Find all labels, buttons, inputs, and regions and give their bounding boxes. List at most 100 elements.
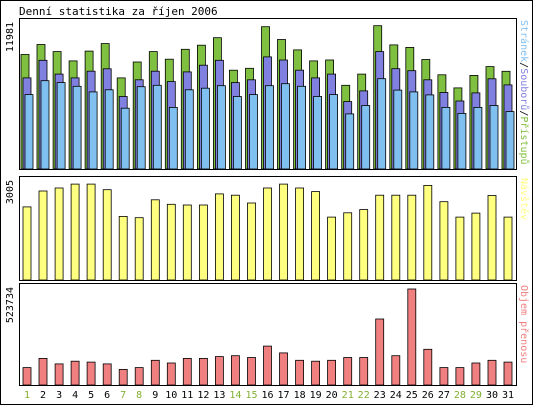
day-label-30: 30 — [486, 390, 498, 401]
side-label-part-hits-files-pages-4: Přístupů — [518, 116, 530, 164]
side-label-visits: Návštěv — [518, 178, 530, 220]
bar-hits-files-pages-Stránek-day-29 — [473, 107, 483, 170]
bar-kbytes-Objem přenosu-day-26 — [423, 348, 433, 386]
bar-visits-Návštěv-day-19 — [311, 191, 321, 281]
day-label-27: 27 — [438, 390, 450, 401]
bar-hits-files-pages-Stránek-day-28 — [457, 113, 467, 170]
day-label-5: 5 — [88, 390, 94, 401]
day-label-24: 24 — [390, 390, 402, 401]
bar-hits-files-pages-Stránek-day-20 — [329, 94, 339, 170]
bar-hits-files-pages-Stránek-day-5 — [88, 91, 98, 170]
bar-kbytes-Objem přenosu-day-27 — [439, 367, 449, 386]
day-label-10: 10 — [165, 390, 177, 401]
bar-hits-files-pages-Stránek-day-19 — [313, 96, 323, 170]
side-label-part-hits-files-pages-3: / — [518, 110, 529, 116]
bar-visits-Návštěv-day-27 — [439, 201, 449, 281]
bar-kbytes-Objem přenosu-day-28 — [455, 367, 465, 386]
bar-kbytes-Objem přenosu-day-31 — [503, 361, 513, 386]
bar-kbytes-Objem přenosu-day-22 — [359, 357, 369, 386]
bar-kbytes-Objem přenosu-day-9 — [150, 359, 160, 386]
bar-kbytes-Objem přenosu-day-8 — [134, 367, 144, 386]
bar-kbytes-Objem přenosu-day-4 — [70, 360, 80, 386]
side-label-part-hits-files-pages-1: / — [518, 62, 529, 68]
bar-hits-files-pages-Stránek-day-16 — [265, 85, 274, 170]
side-label-part-kbytes-0: Objem přenosu — [518, 285, 530, 363]
bar-hits-files-pages-Stránek-day-14 — [232, 96, 242, 170]
bar-visits-Návštěv-day-17 — [279, 183, 288, 281]
bar-hits-files-pages-Stránek-day-23 — [377, 78, 387, 170]
bar-hits-files-pages-Stránek-day-27 — [441, 107, 451, 170]
day-label-21: 21 — [342, 390, 354, 401]
y-max-label-visits: 3005 — [5, 180, 16, 204]
day-label-14: 14 — [229, 390, 241, 401]
bar-kbytes-Objem přenosu-day-21 — [343, 357, 353, 386]
bar-hits-files-pages-Stránek-day-18 — [297, 85, 307, 170]
day-label-16: 16 — [261, 390, 273, 401]
bar-kbytes-Objem přenosu-day-30 — [487, 359, 497, 386]
day-label-19: 19 — [310, 390, 322, 401]
day-label-8: 8 — [136, 390, 142, 401]
bar-hits-files-pages-Stránek-day-13 — [216, 85, 226, 170]
bar-hits-files-pages-Stránek-day-15 — [249, 94, 258, 170]
bar-visits-Návštěv-day-23 — [375, 194, 385, 281]
bar-hits-files-pages-Stránek-day-11 — [184, 89, 194, 170]
bar-visits-Návštěv-day-26 — [423, 184, 433, 281]
bar-visits-Návštěv-day-18 — [295, 187, 305, 281]
day-label-20: 20 — [326, 390, 338, 401]
day-label-4: 4 — [72, 390, 78, 401]
bar-visits-Návštěv-day-22 — [359, 209, 369, 281]
bar-hits-files-pages-Stránek-day-26 — [425, 94, 435, 170]
bar-hits-files-pages-Stránek-day-4 — [72, 85, 82, 170]
bar-hits-files-pages-Stránek-day-17 — [281, 83, 290, 170]
bar-visits-Návštěv-day-29 — [471, 212, 481, 281]
bar-visits-Návštěv-day-25 — [407, 194, 417, 281]
bar-kbytes-Objem přenosu-day-7 — [118, 368, 128, 386]
day-label-6: 6 — [104, 390, 110, 401]
bar-kbytes-Objem přenosu-day-25 — [407, 288, 417, 386]
bar-visits-Návštěv-day-9 — [150, 199, 160, 281]
y-max-label-hits-files-pages: 11981 — [5, 22, 16, 52]
day-label-11: 11 — [181, 390, 193, 401]
bar-kbytes-Objem přenosu-day-1 — [22, 367, 32, 386]
day-label-26: 26 — [422, 390, 434, 401]
bar-visits-Návštěv-day-13 — [214, 193, 224, 281]
day-label-13: 13 — [213, 390, 225, 401]
day-label-12: 12 — [197, 390, 209, 401]
bar-kbytes-Objem přenosu-day-16 — [263, 345, 272, 386]
day-label-22: 22 — [358, 390, 370, 401]
bar-hits-files-pages-Stránek-day-30 — [489, 105, 499, 170]
bar-visits-Návštěv-day-20 — [327, 216, 337, 281]
bar-kbytes-Objem přenosu-day-6 — [102, 363, 112, 386]
bar-visits-Návštěv-day-31 — [503, 216, 513, 281]
bar-visits-Návštěv-day-24 — [391, 194, 401, 281]
bar-visits-Návštěv-day-2 — [38, 190, 48, 281]
day-label-28: 28 — [454, 390, 466, 401]
bar-kbytes-Objem přenosu-day-23 — [375, 318, 385, 386]
bar-kbytes-Objem přenosu-day-13 — [214, 356, 224, 386]
bar-visits-Návštěv-day-6 — [102, 189, 112, 281]
bar-visits-Návštěv-day-28 — [455, 216, 465, 281]
bar-hits-files-pages-Stránek-day-22 — [361, 105, 371, 170]
bar-kbytes-Objem přenosu-day-12 — [198, 357, 208, 386]
bar-kbytes-Objem přenosu-day-2 — [38, 357, 48, 386]
day-label-31: 31 — [502, 390, 514, 401]
y-max-label-kbytes: 523734 — [5, 287, 16, 323]
bar-hits-files-pages-Stránek-day-10 — [168, 107, 178, 170]
bar-visits-Návštěv-day-30 — [487, 195, 497, 281]
side-label-hits-files-pages: Stránek/Souborů/Přístupů — [518, 20, 530, 165]
bar-kbytes-Objem přenosu-day-14 — [230, 355, 240, 386]
bar-kbytes-Objem přenosu-day-24 — [391, 355, 401, 386]
day-label-9: 9 — [152, 390, 158, 401]
side-label-part-hits-files-pages-2: Souborů — [518, 68, 530, 110]
bar-kbytes-Objem přenosu-day-15 — [247, 357, 256, 386]
bar-hits-files-pages-Stránek-day-25 — [409, 91, 419, 170]
bar-hits-files-pages-Stránek-day-24 — [393, 89, 403, 170]
bar-visits-Návštěv-day-5 — [86, 183, 96, 281]
bar-hits-files-pages-Stránek-day-31 — [505, 111, 515, 170]
bar-visits-Návštěv-day-10 — [166, 203, 176, 281]
side-label-kbytes: Objem přenosu — [518, 285, 530, 363]
bar-hits-files-pages-Stránek-day-6 — [104, 89, 114, 170]
bar-kbytes-Objem přenosu-day-11 — [182, 357, 192, 386]
bar-kbytes-Objem přenosu-day-19 — [311, 360, 321, 386]
bar-visits-Návštěv-day-3 — [54, 187, 64, 281]
